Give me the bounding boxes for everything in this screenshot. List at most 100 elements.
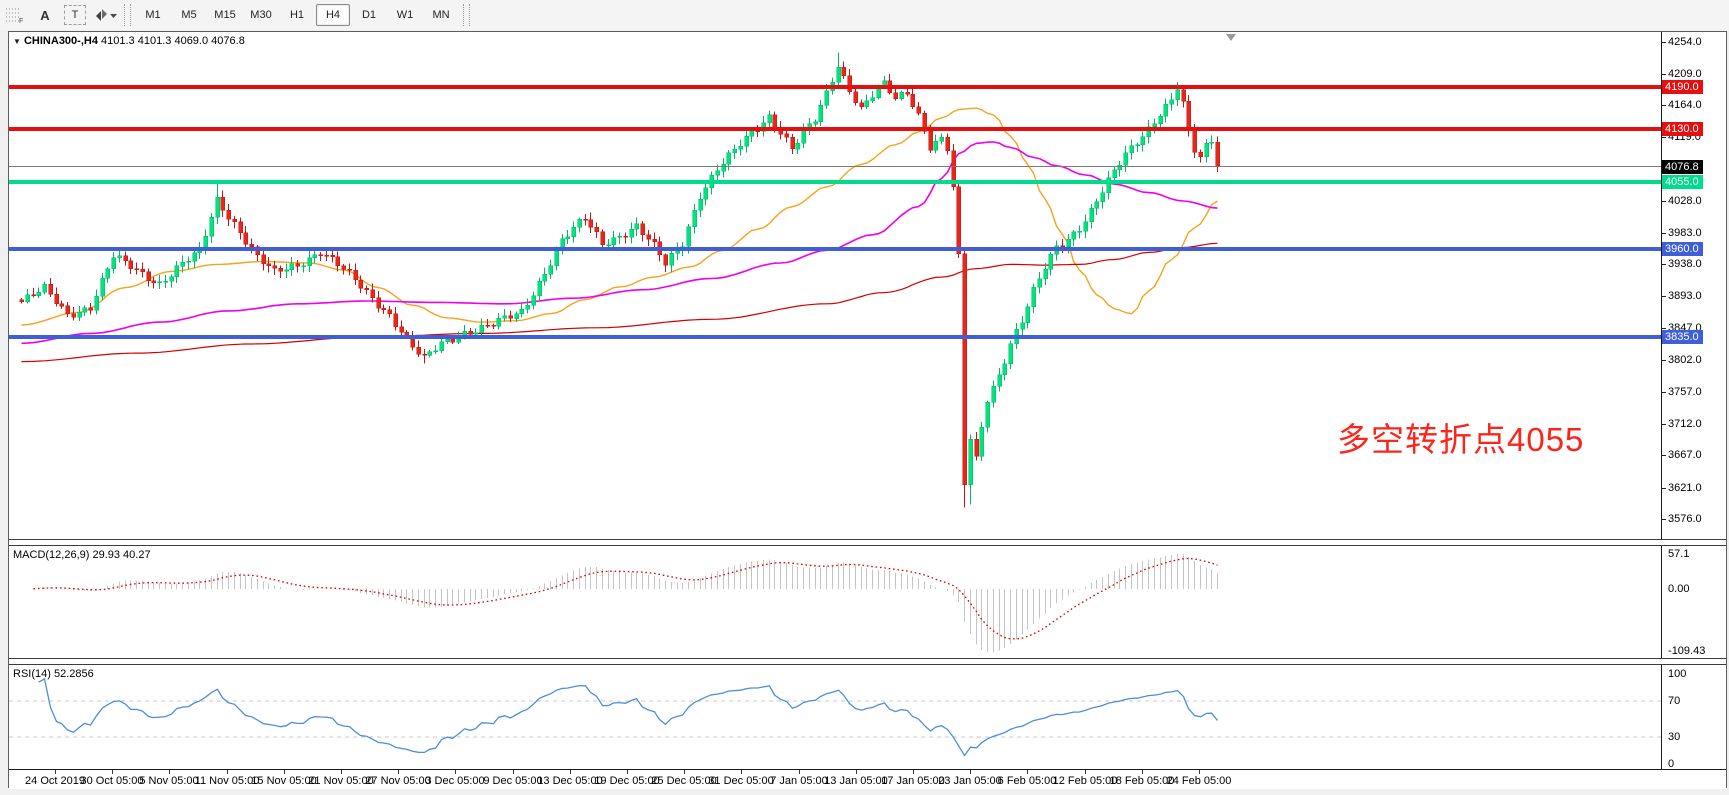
time-tick [684,770,685,774]
slow-ma-red [21,242,1218,363]
rsi-axis[interactable]: 100 70 30 0 [1661,665,1726,770]
time-tick [913,770,914,774]
tf-button-d1[interactable]: D1 [361,9,377,21]
time-tick [169,770,170,774]
axis-tick [1662,105,1667,106]
time-tick [627,770,628,774]
axis-tick [1662,137,1667,138]
time-tick [799,770,800,774]
panel-splitter-2[interactable] [9,658,1726,665]
rsi-label: RSI(14) 52.2856 [13,668,94,680]
text-a-icon[interactable]: A [32,4,58,26]
time-tick [341,770,342,774]
axis-label: 3667.0 [1668,449,1702,461]
date-label: 13 Jan 05:00 [824,775,888,787]
date-label: 31 Dec 05:00 [708,775,774,787]
symbol-dropdown-icon[interactable]: ▼ [13,37,21,46]
macd-panel: MACD(12,26,9) 29.93 40.27 57.1 0.00 -109.4… [9,546,1726,658]
time-tick [513,770,514,774]
panel-splitter[interactable] [9,539,1726,546]
time-tick [741,770,742,774]
time-tick [398,770,399,774]
tf-button-mn[interactable]: MN [432,9,450,21]
price-axis[interactable]: 4254.0 4209.0 4164.0 4119.0 4028.0 3983.0 3938… [1661,32,1726,539]
bottom-strip [9,789,1726,795]
axis-tick [1662,488,1667,489]
tf-button-m5[interactable]: M5 [181,9,197,21]
arrows-style-icon[interactable] [92,4,118,26]
axis-label: 30 [1668,731,1681,743]
tf-button-m1[interactable]: M1 [145,9,161,21]
ohlc-open: 4101.3 [101,35,135,47]
axis-label: 100 [1668,668,1687,680]
axis-tick [1662,296,1667,297]
chevron-down-icon [110,14,117,18]
grid-icon-f-label: F [19,18,23,23]
grid-icon[interactable]: F [2,4,28,26]
date-label: 9 Dec 05:00 [483,775,543,787]
axis-tick [1662,455,1667,456]
axis-label: 4254.0 [1668,36,1702,48]
mid-ma-magenta [21,141,1218,345]
chart-title: ▼ CHINA300-,H4 4101.3 4101.3 4069.0 4076… [13,35,245,47]
chart-annotation-text[interactable]: 多空转折点4055 [1337,421,1585,458]
a-label: A [40,7,50,23]
time-tick [1142,770,1143,774]
axis-label: 70 [1668,695,1681,707]
ohlc-low: 4069.0 [174,35,209,47]
date-label: 23 Jan 05:00 [938,775,1002,787]
price-badge: 4130.0 [1662,122,1703,136]
fast-ma-orange [21,107,1218,326]
text-box-icon[interactable]: T [62,4,88,26]
tf-button-m15[interactable]: M15 [214,9,236,21]
time-tick [970,770,971,774]
tf-button-w1[interactable]: W1 [396,9,414,21]
date-label: 15 Nov 05:00 [251,775,317,787]
tf-button-h1[interactable]: H1 [289,9,305,21]
time-tick [1027,770,1028,774]
date-label: 12 Feb 05:00 [1052,775,1118,787]
axis-tick [1662,519,1667,520]
main-chart-canvas[interactable]: ▼ CHINA300-,H4 4101.3 4101.3 4069.0 4076… [9,32,1662,539]
time-tick [1085,770,1086,774]
axis-label: 57.1 [1668,548,1690,560]
macd-label: MACD(12,26,9) 29.93 40.27 [13,549,151,561]
date-label: 13 Dec 05:00 [537,775,603,787]
toolbar-tools-group: F A T [0,0,120,30]
axis-tick [1662,392,1667,393]
macd-axis[interactable]: 57.1 0.00 -109.43 [1661,546,1726,658]
main-panel: ▼ CHINA300-,H4 4101.3 4101.3 4069.0 4076… [9,32,1726,539]
chart-shift-marker[interactable] [1226,34,1236,41]
toolbar-gripper-end[interactable] [463,4,470,26]
macd-canvas[interactable]: MACD(12,26,9) 29.93 40.27 [9,546,1662,658]
axis-tick [1662,424,1667,425]
ohlc-high: 4101.3 [137,35,172,47]
date-label: 27 Nov 05:00 [365,775,431,787]
axis-label: 4209.0 [1668,68,1702,80]
toolbar-gripper[interactable] [124,4,131,26]
time-tick [455,770,456,774]
axis-tick [1662,74,1667,75]
time-tick [284,770,285,774]
time-axis[interactable]: 24 Oct 2019 30 Oct 05:00 5 Nov 05:00 11 Nov… [9,769,1726,792]
axis-tick [1662,360,1667,361]
axis-label: 0.00 [1668,583,1690,595]
time-tick [227,770,228,774]
price-badge: 4055.0 [1662,175,1703,189]
toolbar: F A T M1 M5 M15 M30 H1 H4 D1 W1 MN [0,0,1729,31]
axis-label: -109.43 [1668,645,1706,657]
axis-label: 4164.0 [1668,99,1702,111]
axis-tick [1662,233,1667,234]
tf-button-m30[interactable]: M30 [250,9,272,21]
date-label: 24 Oct 2019 [25,775,85,787]
t-label: T [64,5,86,25]
axis-label: 3576.0 [1668,513,1702,525]
date-label: 21 Nov 05:00 [308,775,374,787]
axis-label: 4028.0 [1668,195,1702,207]
rsi-canvas[interactable]: RSI(14) 52.2856 [9,665,1662,769]
tf-button-h4[interactable]: H4 [316,4,350,26]
time-tick [55,770,56,774]
rsi-panel: RSI(14) 52.2856 100 70 30 0 [9,665,1726,770]
axis-tick [1662,201,1667,202]
chart-window: ▼ CHINA300-,H4 4101.3 4101.3 4069.0 4076… [8,31,1727,795]
